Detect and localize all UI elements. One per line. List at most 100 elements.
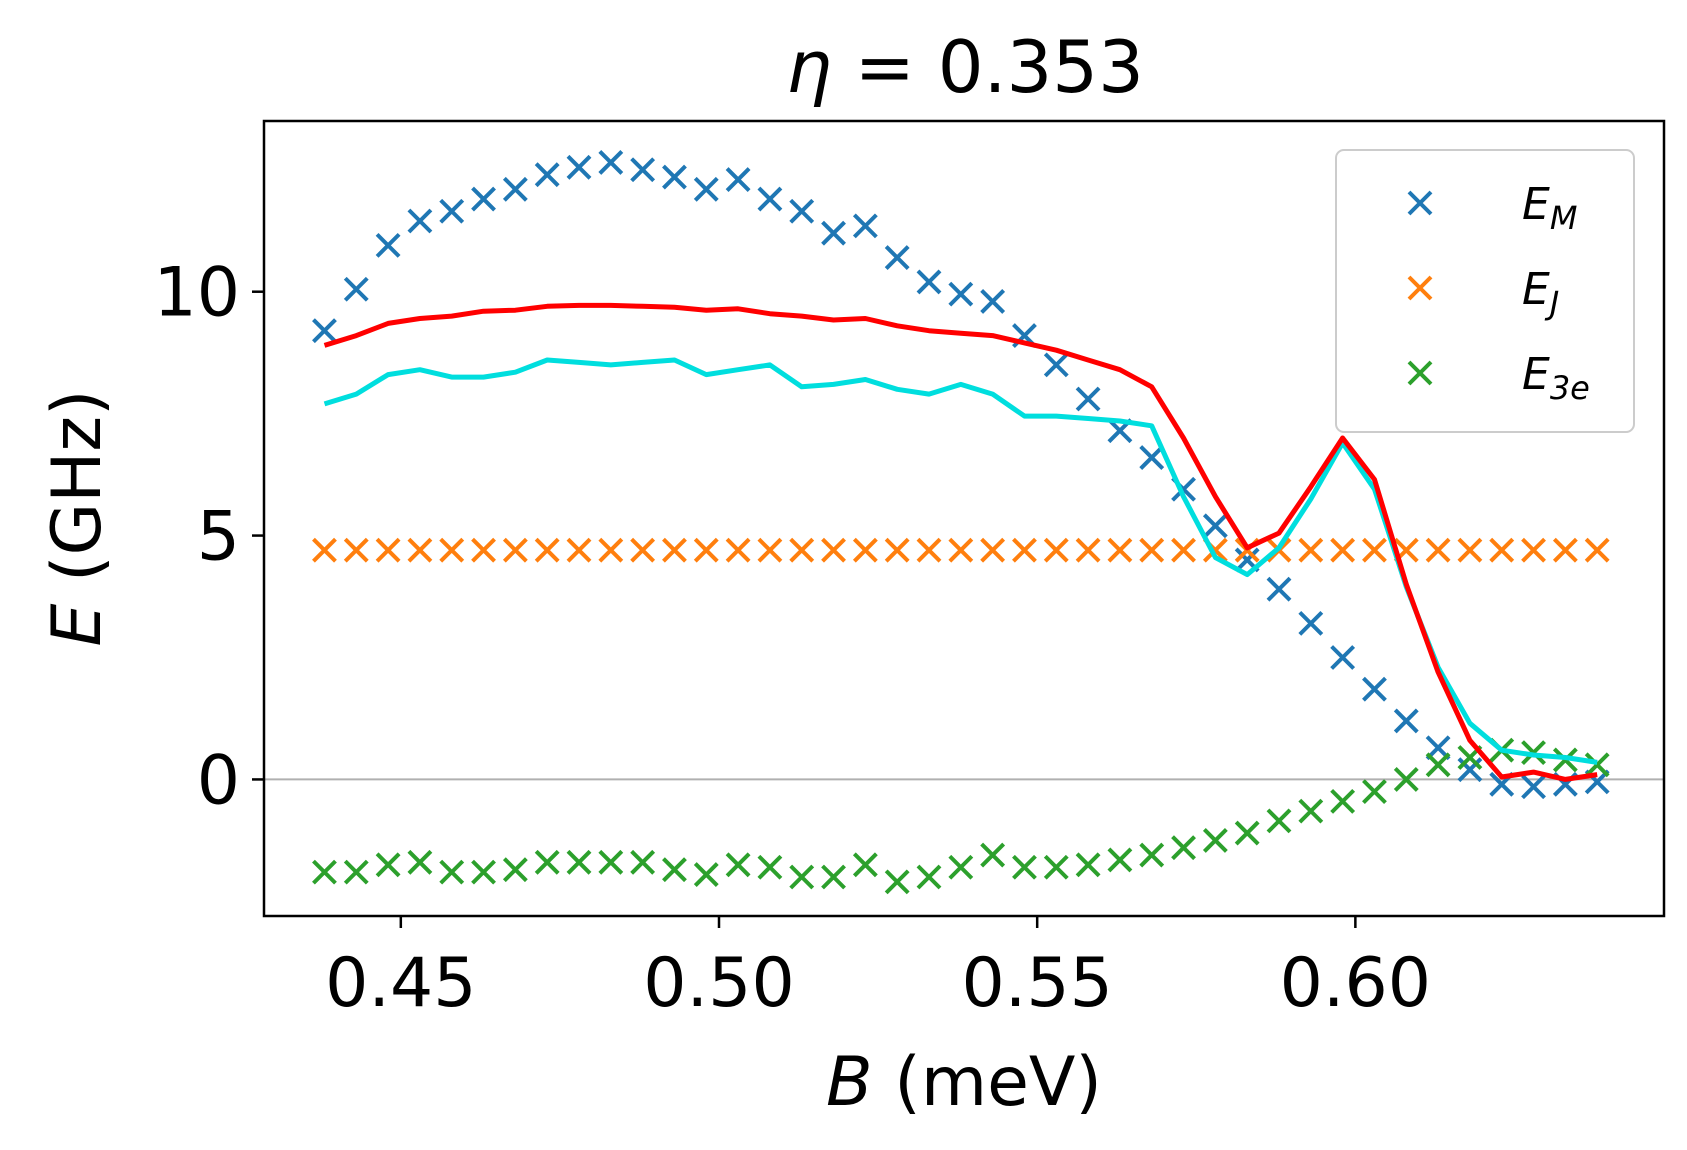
data-point [693,537,719,563]
data-point [1139,445,1165,470]
data-point [1330,645,1356,670]
data-point [693,176,719,202]
data-point [502,537,528,563]
data-point [566,154,592,180]
x-axis-label: B (meV) [826,1043,1102,1122]
data-point [662,537,687,563]
legend-marker [1407,360,1433,386]
y-axis-label: E (GHz) [38,389,117,646]
data-point [375,232,401,258]
data-point [662,164,687,190]
data-point [1043,537,1069,563]
data-point [1584,752,1610,778]
legend-entry-3e: E3e [1407,349,1590,407]
y-tick-label: 0 [197,741,240,820]
data-point [1171,835,1196,861]
data-point [1075,537,1101,563]
data-point [534,537,560,563]
data-point [725,852,751,878]
x-tick-label: 0.60 [1280,944,1431,1023]
data-point [1139,842,1165,868]
data-point [1362,676,1387,702]
data-point [789,864,815,890]
data-point [821,220,846,246]
data-point [1425,752,1451,778]
data-point [630,157,656,183]
legend-marker [1407,275,1433,301]
legend-entries: EM EJ E3e [1407,179,1590,407]
data-point [884,245,910,270]
data-point [821,537,846,563]
plot-frame [262,119,1666,918]
data-point [725,537,751,563]
data-point [534,162,560,188]
legend-label: EM [1522,179,1577,237]
data-point [630,849,656,875]
data-point [884,869,910,895]
data-point [471,186,496,212]
data-point [852,213,878,239]
data-point [1043,352,1069,378]
data-point [1521,774,1546,800]
data-point [757,854,783,880]
data-point [566,849,592,875]
data-point [598,849,624,875]
data-point [1075,386,1101,412]
data-point [566,537,592,563]
y-tick-label: 10 [153,254,240,333]
data-point [1393,767,1419,792]
data-point [916,864,942,890]
data-point [693,862,719,887]
data-point [471,859,496,885]
marker-series-layer [312,150,1610,895]
data-point [1552,537,1578,563]
data-point [471,537,496,563]
data-point [948,537,974,563]
data-point [407,537,433,563]
line-series-layer [323,302,1598,782]
data-point [1266,808,1292,834]
data-point [598,150,624,175]
data-point [789,198,815,224]
data-point [852,537,878,563]
y-axis-ticks: 0 5 10 [153,254,264,820]
data-point [1521,537,1546,563]
legend-entry-j: EJ [1407,264,1559,322]
data-point [1012,854,1037,880]
data-point [502,857,528,883]
data-point [948,854,974,880]
data-point [1457,537,1483,563]
data-point [948,281,974,307]
data-point [980,537,1006,563]
data-point [1139,537,1165,563]
data-point [1202,827,1228,853]
data-point [439,537,465,563]
data-point [375,852,401,878]
x-tick-label: 0.55 [961,944,1112,1023]
data-point [1330,788,1356,814]
data-point [1266,576,1292,602]
data-point [343,859,369,885]
data-point [757,186,783,212]
data-point [1584,537,1610,563]
data-point [789,537,815,563]
data-point [1362,537,1387,563]
plot-area [262,119,1666,918]
data-point [852,852,878,878]
data-point [1362,779,1387,805]
data-point [1107,537,1133,563]
legend-marker [1407,190,1433,216]
data-point [439,198,465,224]
data-point [980,289,1006,314]
data-point [916,537,942,563]
x-tick-label: 0.50 [643,944,794,1023]
data-point [1107,847,1133,873]
data-point [534,849,560,875]
data-point [502,176,528,202]
data-point [1234,820,1260,846]
data-point [598,537,624,563]
data-point [407,208,433,234]
data-point [884,537,910,563]
x-tick-label: 0.45 [325,944,476,1023]
data-point [312,859,337,885]
